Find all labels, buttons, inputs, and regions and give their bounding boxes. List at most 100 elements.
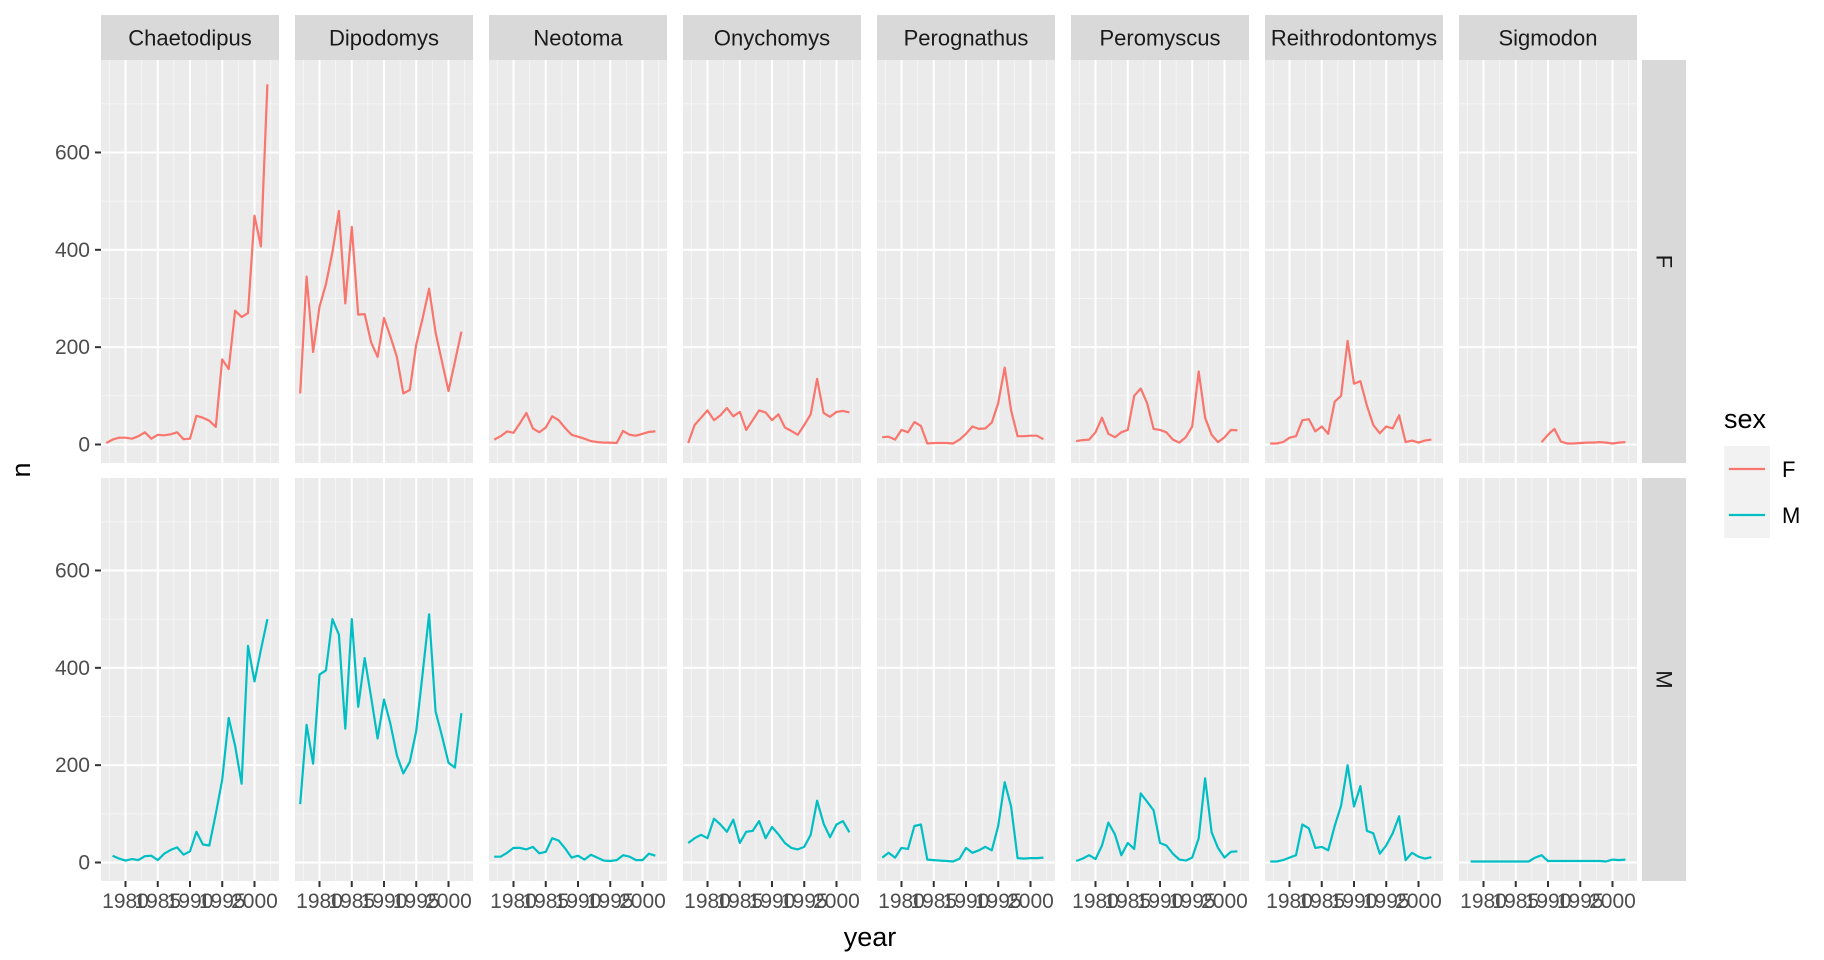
panel-chaetodipus-f (101, 60, 279, 463)
facet-strip-perognathus (877, 15, 1055, 60)
x-tick-label: 1995 (393, 890, 440, 913)
x-tick-label: 1980 (1460, 890, 1507, 913)
facet-strip-neotoma (489, 15, 667, 60)
y-tick-label: 0 (78, 434, 90, 457)
panel-dipodomys-m (295, 478, 473, 881)
x-tick-label: 1990 (555, 890, 602, 913)
x-tick-label: 1980 (878, 890, 925, 913)
y-tick-label: 600 (55, 141, 90, 164)
panel-perognathus-m (877, 478, 1055, 881)
facet-label-perognathus: Perognathus (904, 26, 1029, 51)
x-tick-label: 2000 (425, 890, 472, 913)
series-line-neotoma-m (494, 837, 656, 863)
series-line-sigmodon-f (1540, 427, 1626, 445)
facet-strip-row-m (1642, 478, 1686, 881)
x-tick-label: 1985 (328, 890, 375, 913)
x-tick-label: 1990 (1331, 890, 1378, 913)
x-tick-label: 1985 (522, 890, 569, 913)
series-line-reithrodontomys-m (1270, 764, 1432, 863)
series-line-onychomys-f (687, 377, 850, 444)
panel-reithrodontomys-m (1265, 478, 1443, 881)
x-tick-label: 1990 (1525, 890, 1572, 913)
series-line-perognathus-m (881, 781, 1044, 863)
facet-label-sigmodon: Sigmodon (1498, 26, 1597, 51)
panel-peromyscus-m (1071, 478, 1249, 881)
facet-label-reithrodontomys: Reithrodontomys (1271, 26, 1437, 51)
facet-row-label-m: M (1652, 670, 1677, 688)
x-tick-label: 1995 (1169, 890, 1216, 913)
y-tick-label: 400 (55, 657, 90, 680)
series-line-dipodomys-m (299, 613, 463, 805)
x-tick-label: 1995 (199, 890, 246, 913)
x-tick-label: 1995 (1363, 890, 1410, 913)
facet-strip-peromyscus (1071, 15, 1249, 60)
x-tick-label: 1990 (749, 890, 796, 913)
facet-label-peromyscus: Peromyscus (1099, 26, 1220, 51)
x-tick-label: 1985 (1104, 890, 1151, 913)
x-tick-label: 1990 (167, 890, 214, 913)
series-line-peromyscus-m (1075, 777, 1238, 863)
legend: sex FM (1724, 404, 1800, 538)
facet-strip-dipodomys (295, 15, 473, 60)
panel-reithrodontomys-f (1265, 60, 1443, 463)
y-tick-label: 600 (55, 559, 90, 582)
x-tick-label: 1995 (587, 890, 634, 913)
x-tick-label: 2000 (1589, 890, 1636, 913)
x-tick-label: 1980 (1266, 890, 1313, 913)
x-tick-label: 1995 (975, 890, 1022, 913)
x-tick-label: 1980 (1072, 890, 1119, 913)
panel-perognathus-f (877, 60, 1055, 463)
panel-neotoma-f (489, 60, 667, 463)
legend-label-m: M (1782, 503, 1800, 528)
series-line-chaetodipus-m (112, 618, 269, 862)
x-tick-label: 1985 (716, 890, 763, 913)
facet-label-onychomys: Onychomys (714, 26, 830, 51)
x-tick-label: 2000 (1007, 890, 1054, 913)
x-tick-label: 1990 (943, 890, 990, 913)
x-tick-label: 1985 (1298, 890, 1345, 913)
panel-neotoma-m (489, 478, 667, 881)
facet-label-chaetodipus: Chaetodipus (128, 26, 252, 51)
series-line-reithrodontomys-f (1270, 339, 1432, 445)
series-line-neotoma-f (493, 411, 656, 445)
x-tick-label: 1980 (102, 890, 149, 913)
panel-peromyscus-f (1071, 60, 1249, 463)
facet-strip-onychomys (683, 15, 861, 60)
y-tick-label: 200 (55, 754, 90, 777)
panel-onychomys-f (683, 60, 861, 463)
panel-dipodomys-f (295, 60, 473, 463)
x-tick-label: 2000 (1395, 890, 1442, 913)
x-tick-label: 1985 (910, 890, 957, 913)
x-tick-label: 2000 (231, 890, 278, 913)
x-tick-label: 1980 (296, 890, 343, 913)
x-tick-label: 1995 (781, 890, 828, 913)
facet-label-dipodomys: Dipodomys (329, 26, 439, 51)
y-tick-label: 0 (78, 852, 90, 875)
x-axis-title: year (844, 922, 897, 952)
x-tick-label: 2000 (1201, 890, 1248, 913)
facet-strip-sigmodon (1459, 15, 1637, 60)
panel-onychomys-m (683, 478, 861, 881)
x-tick-label: 1980 (684, 890, 731, 913)
series-line-onychomys-m (687, 799, 851, 851)
series-line-peromyscus-f (1076, 370, 1238, 444)
legend-label-f: F (1782, 457, 1795, 482)
panel-sigmodon-m (1459, 478, 1637, 881)
facet-strip-reithrodontomys (1265, 15, 1443, 60)
x-tick-label: 1985 (1492, 890, 1539, 913)
series-line-chaetodipus-f (105, 84, 269, 444)
legend-title: sex (1724, 404, 1767, 434)
x-tick-label: 2000 (619, 890, 666, 913)
x-tick-label: 1980 (490, 890, 537, 913)
x-tick-label: 1990 (361, 890, 408, 913)
panel-chaetodipus-m (101, 478, 279, 881)
panel-sigmodon-f (1459, 60, 1637, 463)
y-tick-label: 400 (55, 239, 90, 262)
x-tick-label: 2000 (813, 890, 860, 913)
series-line-dipodomys-f (299, 209, 463, 395)
facet-strip-row-f (1642, 60, 1686, 463)
series-line-perognathus-f (882, 366, 1044, 445)
series-line-sigmodon-m (1470, 854, 1626, 863)
facet-strip-chaetodipus (101, 15, 279, 60)
